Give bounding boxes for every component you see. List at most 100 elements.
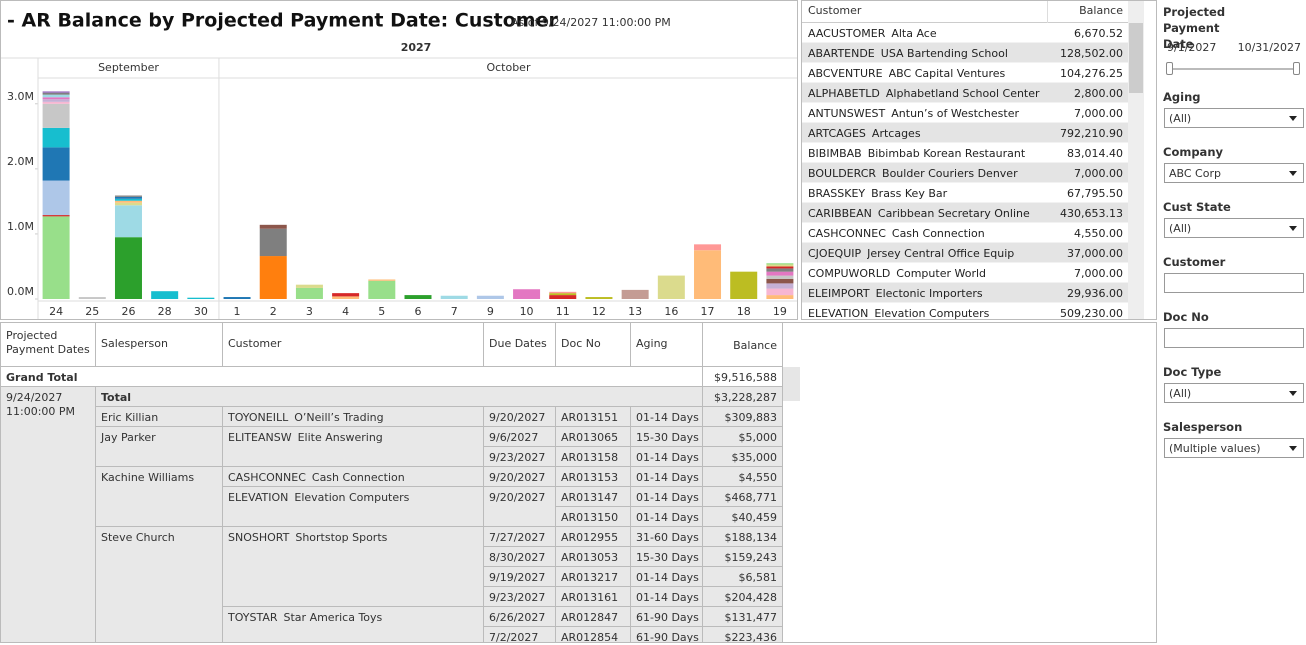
doc-no: AR012854 xyxy=(556,627,631,642)
row-bg xyxy=(802,103,1128,123)
doc-no: AR013151 xyxy=(556,407,631,427)
customer-balance: 67,795.50 xyxy=(1067,187,1123,200)
chart-subtitle: As of 9/24/2027 11:00:00 PM xyxy=(511,16,671,29)
slider-handle[interactable] xyxy=(1166,62,1173,75)
bar-segment xyxy=(368,279,396,281)
due-date: 9/23/2027 xyxy=(484,447,556,467)
due-date: 9/20/2027 xyxy=(484,467,556,487)
balance: $40,459 xyxy=(703,507,783,527)
dropdown[interactable]: (Multiple values) xyxy=(1164,438,1304,458)
chart-title: - AR Balance by Projected Payment Date: … xyxy=(7,10,558,32)
doc-no: AR013150 xyxy=(556,507,631,527)
text-input[interactable] xyxy=(1164,328,1304,348)
date-end: 10/31/2027 xyxy=(1237,41,1301,54)
y-tick-label: 1.0M xyxy=(7,220,34,233)
grand-total-label: Grand Total xyxy=(1,367,703,387)
aging: 01-14 Days xyxy=(631,507,703,527)
total-label: Total xyxy=(96,387,703,407)
date-text: 9/24/2027 xyxy=(6,391,63,404)
customer-name: Bibimbab Korean Restaurant xyxy=(867,147,1026,160)
scroll-thumb xyxy=(1129,23,1143,93)
row-bg xyxy=(802,203,1128,223)
customer-cell: ELITEANSW Elite Answering xyxy=(223,427,484,467)
chart-panel: - AR Balance by Projected Payment Date: … xyxy=(0,0,798,320)
header-cell: Salesperson xyxy=(96,323,223,367)
bar-segment xyxy=(42,97,70,100)
customer-balance: 7,000.00 xyxy=(1074,107,1123,120)
bar-segment xyxy=(42,215,70,217)
year-header: 2027 xyxy=(401,41,432,54)
header-cell: Doc No xyxy=(556,323,631,367)
balance: $188,134 xyxy=(703,527,783,547)
balance: $4,550 xyxy=(703,467,783,487)
customer-name: Caribbean Secretary Online xyxy=(877,207,1030,220)
aging: 01-14 Days xyxy=(631,567,703,587)
customer-name: O’Neill’s Trading xyxy=(294,411,384,424)
bar-segment xyxy=(114,237,142,299)
balance: $5,000 xyxy=(703,427,783,447)
bar-segment xyxy=(549,291,577,294)
dropdown[interactable]: (All) xyxy=(1164,218,1304,238)
customer-balance: 4,550.00 xyxy=(1074,227,1123,240)
aging: 15-30 Days xyxy=(631,547,703,567)
bar-segment xyxy=(621,289,649,299)
due-date: 9/20/2027 xyxy=(484,407,556,427)
scrollbar xyxy=(783,367,800,401)
header-cell: Balance xyxy=(703,323,783,367)
x-tick-label: 3 xyxy=(306,305,313,318)
doc-no: AR013153 xyxy=(556,467,631,487)
customer-cell: CASHCONNEC Cash Connection xyxy=(223,467,484,487)
bar-segment xyxy=(332,293,360,297)
text-input[interactable] xyxy=(1164,273,1304,293)
customer-name: Jersey Central Office Equip xyxy=(867,247,1015,260)
chart: - AR Balance by Projected Payment Date: … xyxy=(1,10,797,319)
divider xyxy=(802,22,1128,23)
bar-segment xyxy=(766,283,794,289)
x-tick-label: 4 xyxy=(342,305,349,318)
y-tick-label: 3.0M xyxy=(7,90,34,103)
y-tick-label: 0.0M xyxy=(7,285,34,298)
customer-balance: 792,210.90 xyxy=(1060,127,1123,140)
doc-no: AR013161 xyxy=(556,587,631,607)
row-bg xyxy=(802,243,1128,263)
detail-table: Projected Payment Dates Salesperson Custom… xyxy=(0,322,1157,643)
bar-segment xyxy=(476,295,504,299)
aging: 01-14 Days xyxy=(631,487,703,507)
x-tick-label: 26 xyxy=(121,305,135,318)
bar-segment xyxy=(585,297,613,299)
due-date: 9/20/2027 xyxy=(484,487,556,527)
bar-segment xyxy=(766,263,794,265)
date-start: 9/1/2027 xyxy=(1167,41,1217,54)
dropdown-arrow xyxy=(1289,446,1297,451)
bar-segment xyxy=(151,291,179,299)
filter-label: Cust State xyxy=(1163,200,1231,214)
bar-segment xyxy=(766,295,794,299)
customer-code: ELITEANSW xyxy=(228,431,292,444)
row-bg xyxy=(802,283,1128,303)
customer-balance: 104,276.25 xyxy=(1060,67,1123,80)
dropdown-arrow xyxy=(1289,391,1297,396)
x-tick-label: 18 xyxy=(737,305,751,318)
bar-segment xyxy=(259,228,287,257)
customer-name: Alphabetland School Center xyxy=(885,87,1040,100)
bar-segment xyxy=(694,244,722,251)
due-date: 8/30/2027 xyxy=(484,547,556,567)
customer-code: AACUSTOMER xyxy=(808,27,886,40)
customer-name: Star America Toys xyxy=(283,611,383,624)
slider-handle[interactable] xyxy=(1293,62,1300,75)
dropdown-arrow xyxy=(1289,171,1297,176)
dropdown-value: (All) xyxy=(1169,387,1192,400)
bar-segment xyxy=(368,280,396,299)
filter-label: Company xyxy=(1163,145,1223,159)
customer-code: BIBIMBAB xyxy=(808,147,862,160)
bar-segment xyxy=(42,94,70,98)
dropdown[interactable]: (All) xyxy=(1164,383,1304,403)
x-tick-label: 30 xyxy=(194,305,208,318)
doc-no: AR012847 xyxy=(556,607,631,627)
bar-segment xyxy=(766,266,794,269)
salesperson-cell: Kachine Williams xyxy=(96,467,223,527)
balance: $468,771 xyxy=(703,487,783,507)
dropdown[interactable]: ABC Corp xyxy=(1164,163,1304,183)
dropdown[interactable]: (All) xyxy=(1164,108,1304,128)
bar-segment xyxy=(114,195,142,197)
